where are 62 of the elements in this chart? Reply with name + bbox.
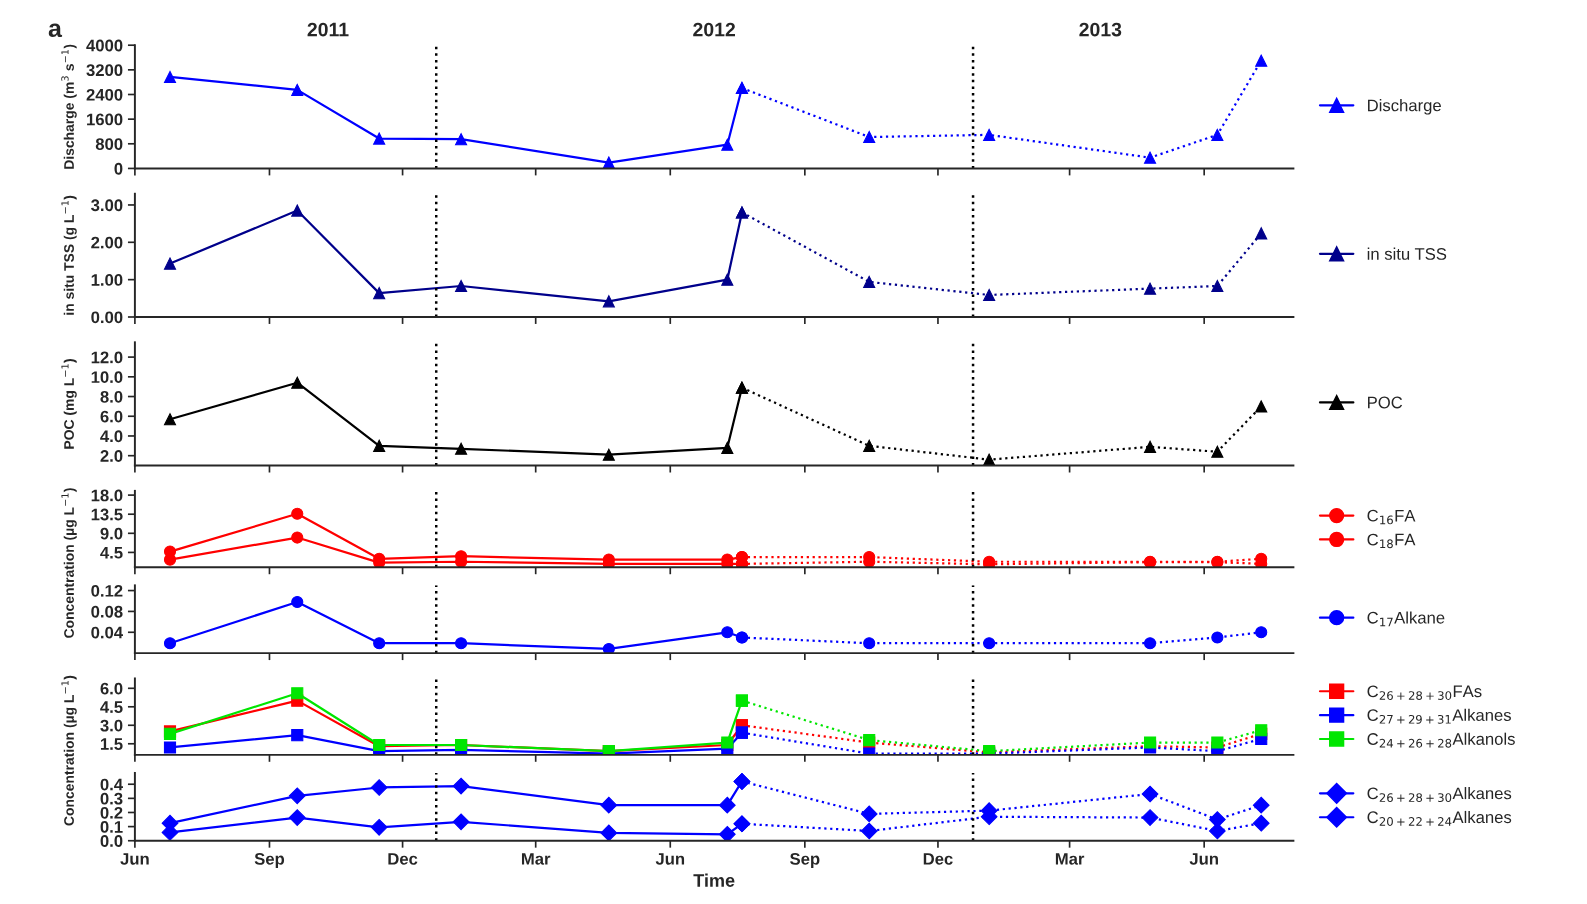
x-tick-label: Jun <box>655 853 685 865</box>
y-tick-label: 3.00 <box>91 199 123 212</box>
x-tick-label: Sep <box>790 852 820 869</box>
y-tick-label: 9.0 <box>100 527 123 540</box>
y-tick-label: 13.5 <box>91 508 123 521</box>
y-tick-label: 0.2 <box>100 806 123 819</box>
legend-label: C$_{26+28+30}$FAs <box>1367 685 1482 700</box>
y-tick-label: 3.0 <box>100 719 123 732</box>
y-tick-label: 1.00 <box>91 274 123 286</box>
y-tick-label: 0.12 <box>91 584 123 597</box>
chart-title: a <box>48 23 63 38</box>
y-tick-label: 4.5 <box>100 701 123 713</box>
x-tick-label: Jun <box>1189 853 1218 865</box>
y-tick-label: 8.0 <box>100 390 123 403</box>
y-tick-label: 0.04 <box>91 626 123 639</box>
text: 2013 <box>1079 22 1122 37</box>
legend-label: C$_{24+26+28}$Alkanols <box>1367 732 1515 748</box>
y-tick-label: 0.1 <box>100 821 123 833</box>
legend-label: C$_{26+28+30}$Alkanes <box>1367 787 1512 803</box>
y-axis-title: in situ TSS (g L$^{−1}$) <box>61 195 77 315</box>
y-tick-label: 0 <box>114 162 123 175</box>
y-tick-label: 4.0 <box>100 430 123 443</box>
text: 2012 <box>693 22 735 37</box>
legend-label: Discharge <box>1368 99 1441 115</box>
legend-label: C$_{17}$Alkane <box>1367 611 1445 627</box>
x-tick-label: Dec <box>388 853 418 865</box>
y-tick-label: 0.00 <box>91 311 123 324</box>
y-tick-label: 3200 <box>86 64 123 77</box>
y-axis-title: POC (mg L$^{−1}$) <box>61 359 77 449</box>
text: 2011 <box>307 22 349 37</box>
legend-label: C$_{16}$FA <box>1367 509 1416 525</box>
x-tick-label: Sep <box>254 852 285 869</box>
legend-label: in situ TSS <box>1367 247 1447 260</box>
y-tick-label: 1.5 <box>100 738 123 750</box>
x-tick-label: Dec <box>923 853 953 865</box>
y-tick-label: 4.5 <box>100 546 123 559</box>
legend-label: C$_{20+22+24}$Alkanes <box>1367 810 1512 826</box>
y-tick-label: 0.08 <box>91 605 123 618</box>
y-tick-label: 4000 <box>86 39 123 52</box>
y-tick-label: 6.0 <box>100 682 123 695</box>
y-tick-label: 6.0 <box>100 410 123 423</box>
y-tick-label: 800 <box>95 138 123 150</box>
y-tick-label: 1600 <box>87 113 123 126</box>
y-axis-title: Concentration (µg L$^{−1}$) <box>61 675 77 826</box>
y-tick-label: 10.0 <box>91 371 123 384</box>
y-tick-label: 12.0 <box>91 351 123 364</box>
legend-label: C$_{27+29+31}$Alkanes <box>1367 708 1511 724</box>
y-axis-title: Concentration (µg L$^{−1}$) <box>61 488 77 638</box>
y-tick-label: 2.0 <box>100 450 123 462</box>
y-axis-title: Discharge (m$^{3}$ s$^{−1}$) <box>61 44 77 169</box>
y-tick-label: 2400 <box>86 88 123 101</box>
y-tick-label: 0.4 <box>100 778 123 791</box>
x-axis-title: Time <box>693 873 735 887</box>
y-tick-label: 2.00 <box>91 236 123 249</box>
y-tick-label: 0.3 <box>100 792 123 805</box>
x-tick-label: Mar <box>521 853 551 865</box>
x-tick-label: Jun <box>120 853 149 865</box>
legend-label: POC <box>1368 396 1403 409</box>
y-tick-label: 18.0 <box>91 489 123 502</box>
y-tick-label: 0.0 <box>100 835 123 847</box>
x-tick-label: Mar <box>1055 853 1085 865</box>
legend-label: C$_{18}$FA <box>1367 533 1416 549</box>
